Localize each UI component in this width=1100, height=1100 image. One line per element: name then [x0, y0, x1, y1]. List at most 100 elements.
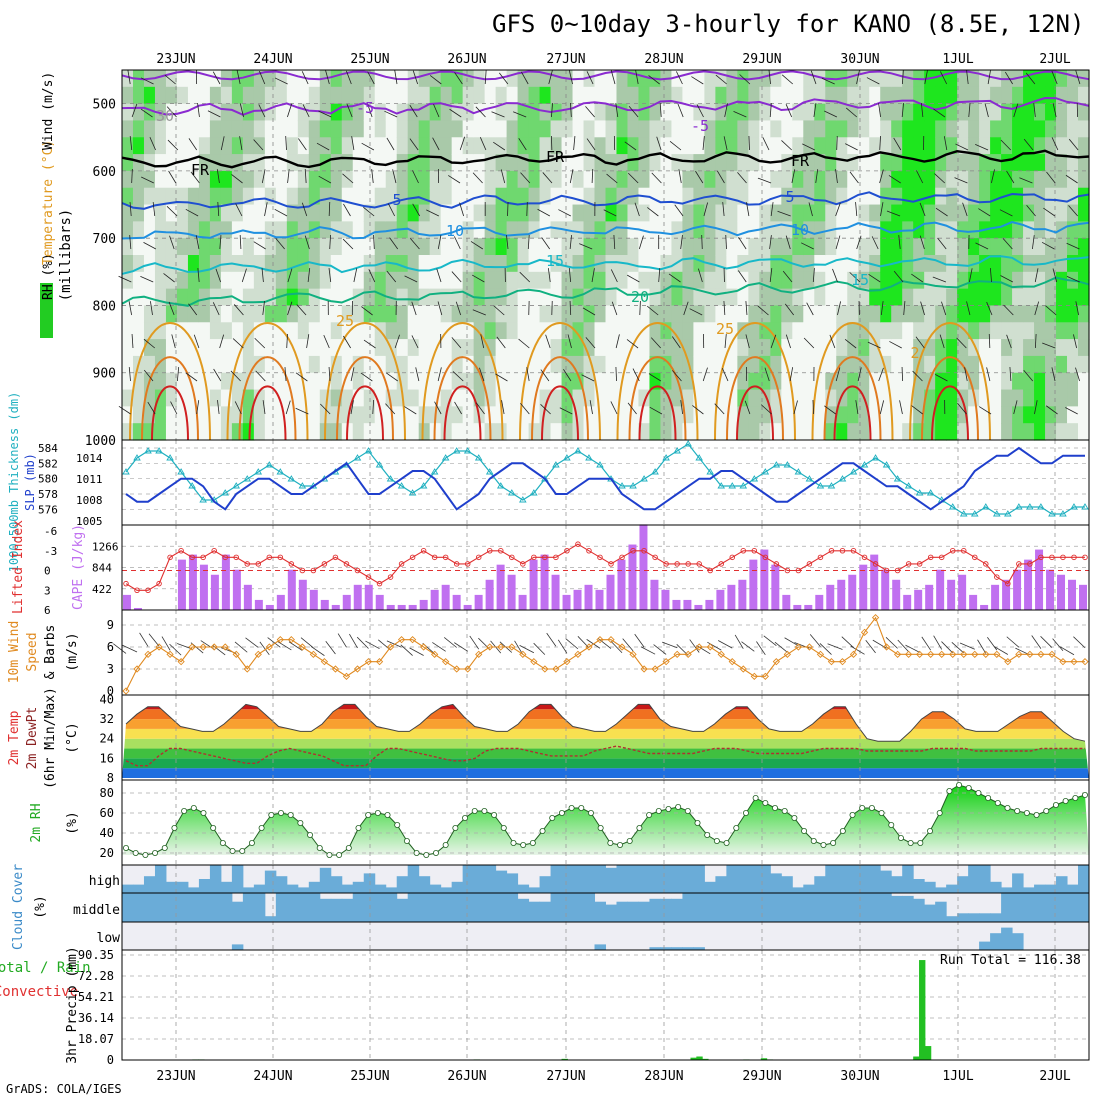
- rh-cell: [352, 271, 365, 290]
- wind-barb: [1034, 268, 1039, 283]
- cape-bar: [375, 594, 384, 610]
- rh-cell: [1056, 103, 1068, 122]
- rh-marker: [1062, 798, 1069, 805]
- rh-cell: [671, 305, 684, 323]
- rh-cell: [385, 238, 398, 256]
- rh-cell: [594, 339, 607, 357]
- rh-cell: [902, 288, 914, 307]
- rh-cell: [583, 70, 596, 88]
- wind-barb: [394, 334, 400, 349]
- y-tick-label: 40: [100, 692, 114, 706]
- rh-cell: [187, 154, 200, 172]
- li-tick-label: -6: [44, 525, 57, 538]
- rh-cell: [319, 372, 332, 391]
- rh-cell: [484, 305, 497, 323]
- rh-cell: [220, 305, 233, 323]
- cloud-bar: [649, 898, 661, 922]
- rh-cell: [165, 389, 178, 407]
- rh-cell: [484, 137, 497, 155]
- rh-cell: [473, 221, 486, 239]
- rh-cell: [858, 255, 870, 273]
- wind-barb: [168, 170, 177, 184]
- rh-cell: [583, 238, 596, 256]
- rh-cell: [935, 322, 947, 340]
- rh-cell: [198, 389, 211, 407]
- wind-barb: [496, 336, 506, 349]
- cape-bar: [661, 589, 670, 610]
- rh-cell: [517, 271, 530, 290]
- rh-marker: [1033, 812, 1040, 819]
- wind-barb: [343, 335, 351, 349]
- rh-cell: [847, 322, 859, 340]
- rh-cell: [506, 271, 519, 290]
- rh-cell: [550, 355, 563, 374]
- rh-cell: [627, 406, 640, 424]
- rh-cell: [220, 221, 233, 239]
- slp-marker: [166, 454, 174, 461]
- rh-cell: [660, 406, 673, 424]
- li-marker: [266, 554, 273, 561]
- rh-cell: [165, 305, 178, 323]
- rh-cell: [429, 255, 442, 273]
- cape-bar: [991, 584, 1000, 610]
- rh-cell: [132, 339, 145, 357]
- rh-cell: [869, 355, 881, 374]
- rh-cell: [308, 103, 321, 122]
- rh-cell: [704, 423, 716, 441]
- cape-bar: [397, 604, 406, 610]
- rh-cell: [748, 255, 760, 273]
- rh-cell: [253, 103, 266, 122]
- cape-bar: [628, 544, 637, 610]
- rh-cell: [748, 271, 760, 290]
- y-label-temperature: Temperature (°C): [41, 140, 56, 265]
- wind-barb: [520, 172, 531, 184]
- rh-cell: [352, 288, 365, 307]
- y-tick-label: 500: [93, 98, 116, 113]
- cape-bar: [529, 559, 538, 610]
- wind-barb: [586, 71, 594, 85]
- rh-cell: [781, 103, 793, 122]
- wind-barb: [774, 641, 788, 653]
- date-label-bottom: 1JUL: [942, 1069, 973, 1084]
- rh-cell: [209, 137, 222, 155]
- rh-cell: [946, 389, 958, 407]
- rh-cell: [913, 271, 925, 290]
- wind-speed-marker: [916, 650, 924, 658]
- rh-cell: [792, 322, 804, 340]
- rh-cell: [616, 322, 629, 340]
- cloud-bar: [605, 904, 617, 922]
- rh-cell: [990, 103, 1002, 122]
- contour-label: FR: [791, 152, 810, 170]
- wind-barb: [170, 401, 178, 415]
- rh-cell: [1012, 355, 1024, 374]
- li-marker: [1016, 561, 1022, 567]
- wind-barb: [1034, 333, 1037, 349]
- wind-barb: [781, 140, 792, 151]
- rh-cell: [748, 339, 760, 357]
- rh-cell: [132, 271, 145, 290]
- slp-marker: [772, 461, 781, 468]
- rh-cell: [484, 120, 497, 138]
- rh-cell: [220, 355, 233, 374]
- wind-speed-marker: [431, 650, 439, 658]
- temp-band: [122, 719, 1089, 729]
- rh-cell: [396, 120, 409, 138]
- rh-cell: [594, 238, 607, 256]
- rh-cell: [990, 355, 1002, 374]
- wind-barb: [781, 74, 794, 85]
- rh-cell: [825, 389, 837, 407]
- rh-cell: [440, 238, 453, 256]
- rh-cell: [418, 271, 431, 290]
- rh-cell: [913, 187, 925, 206]
- wind-speed-marker: [772, 658, 780, 666]
- slp-marker: [1026, 503, 1034, 510]
- wind-barb: [650, 337, 661, 349]
- rh-cell: [176, 154, 189, 172]
- li-marker: [1038, 554, 1044, 561]
- wind-speed-marker: [629, 650, 637, 658]
- rh-cell: [528, 271, 541, 290]
- rh-cell: [869, 389, 881, 407]
- rh-cell: [198, 305, 211, 323]
- rh-cell: [902, 120, 914, 138]
- rh-cell: [122, 120, 134, 138]
